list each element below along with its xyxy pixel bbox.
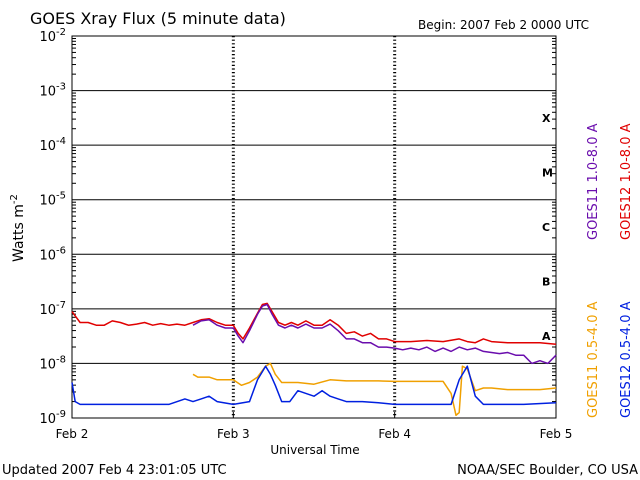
flare-class-label: M	[542, 166, 553, 179]
y-tick-label: 10-3	[39, 82, 66, 100]
updated-label: Updated 2007 Feb 4 23:01:05 UTC	[2, 463, 227, 478]
x-axis-label: Universal Time	[270, 443, 359, 457]
chart-title: GOES Xray Flux (5 minute data)	[30, 9, 286, 28]
legend-entry: GOES12 1.0-8.0 A	[619, 123, 634, 240]
flare-class-labels: X M C B A	[542, 112, 553, 343]
y-axis-label: Watts m-2	[9, 194, 27, 262]
flux-series	[71, 302, 557, 417]
y-tick-label: 10-2	[39, 27, 66, 45]
flare-class-label: A	[542, 330, 551, 343]
y-tick-label: 10-9	[39, 409, 66, 427]
source-label: NOAA/SEC Boulder, CO USA	[457, 463, 638, 478]
series-line	[71, 365, 557, 406]
series-line	[71, 302, 557, 346]
y-tick-label: 10-4	[39, 136, 66, 154]
plot-frame	[71, 35, 557, 419]
y-axis-ticks: 10-9 10-8 10-7 10-6 10-5 10-4 10-3 10-2	[39, 27, 556, 427]
series-line	[192, 303, 557, 365]
legend-entry: GOES11 1.0-8.0 A	[586, 123, 601, 240]
series-line	[192, 362, 557, 417]
legend-entry: GOES11 0.5-4.0 A	[586, 301, 601, 418]
x-tick-label: Feb 5	[540, 427, 573, 441]
flare-class-label: C	[542, 221, 550, 234]
day-dividers	[231, 36, 397, 418]
flare-class-label: X	[542, 112, 551, 125]
decade-gridlines	[72, 90, 556, 364]
y-tick-label: 10-7	[39, 300, 66, 318]
x-tick-label: Feb 2	[56, 427, 89, 441]
legend: GOES11 1.0-8.0 A GOES12 1.0-8.0 A GOES11 0…	[586, 123, 634, 418]
legend-entry: GOES12 0.5-4.0 A	[619, 301, 634, 418]
flare-class-label: B	[542, 276, 550, 289]
x-axis-ticks: Feb 2 Feb 3 Feb 4 Feb 5	[56, 412, 573, 441]
x-tick-label: Feb 4	[378, 427, 411, 441]
x-tick-label: Feb 3	[217, 427, 250, 441]
y-tick-label: 10-6	[39, 245, 66, 263]
begin-label: Begin: 2007 Feb 2 0000 UTC	[418, 18, 589, 32]
y-tick-label: 10-5	[39, 191, 66, 209]
y-tick-label: 10-8	[39, 354, 66, 372]
